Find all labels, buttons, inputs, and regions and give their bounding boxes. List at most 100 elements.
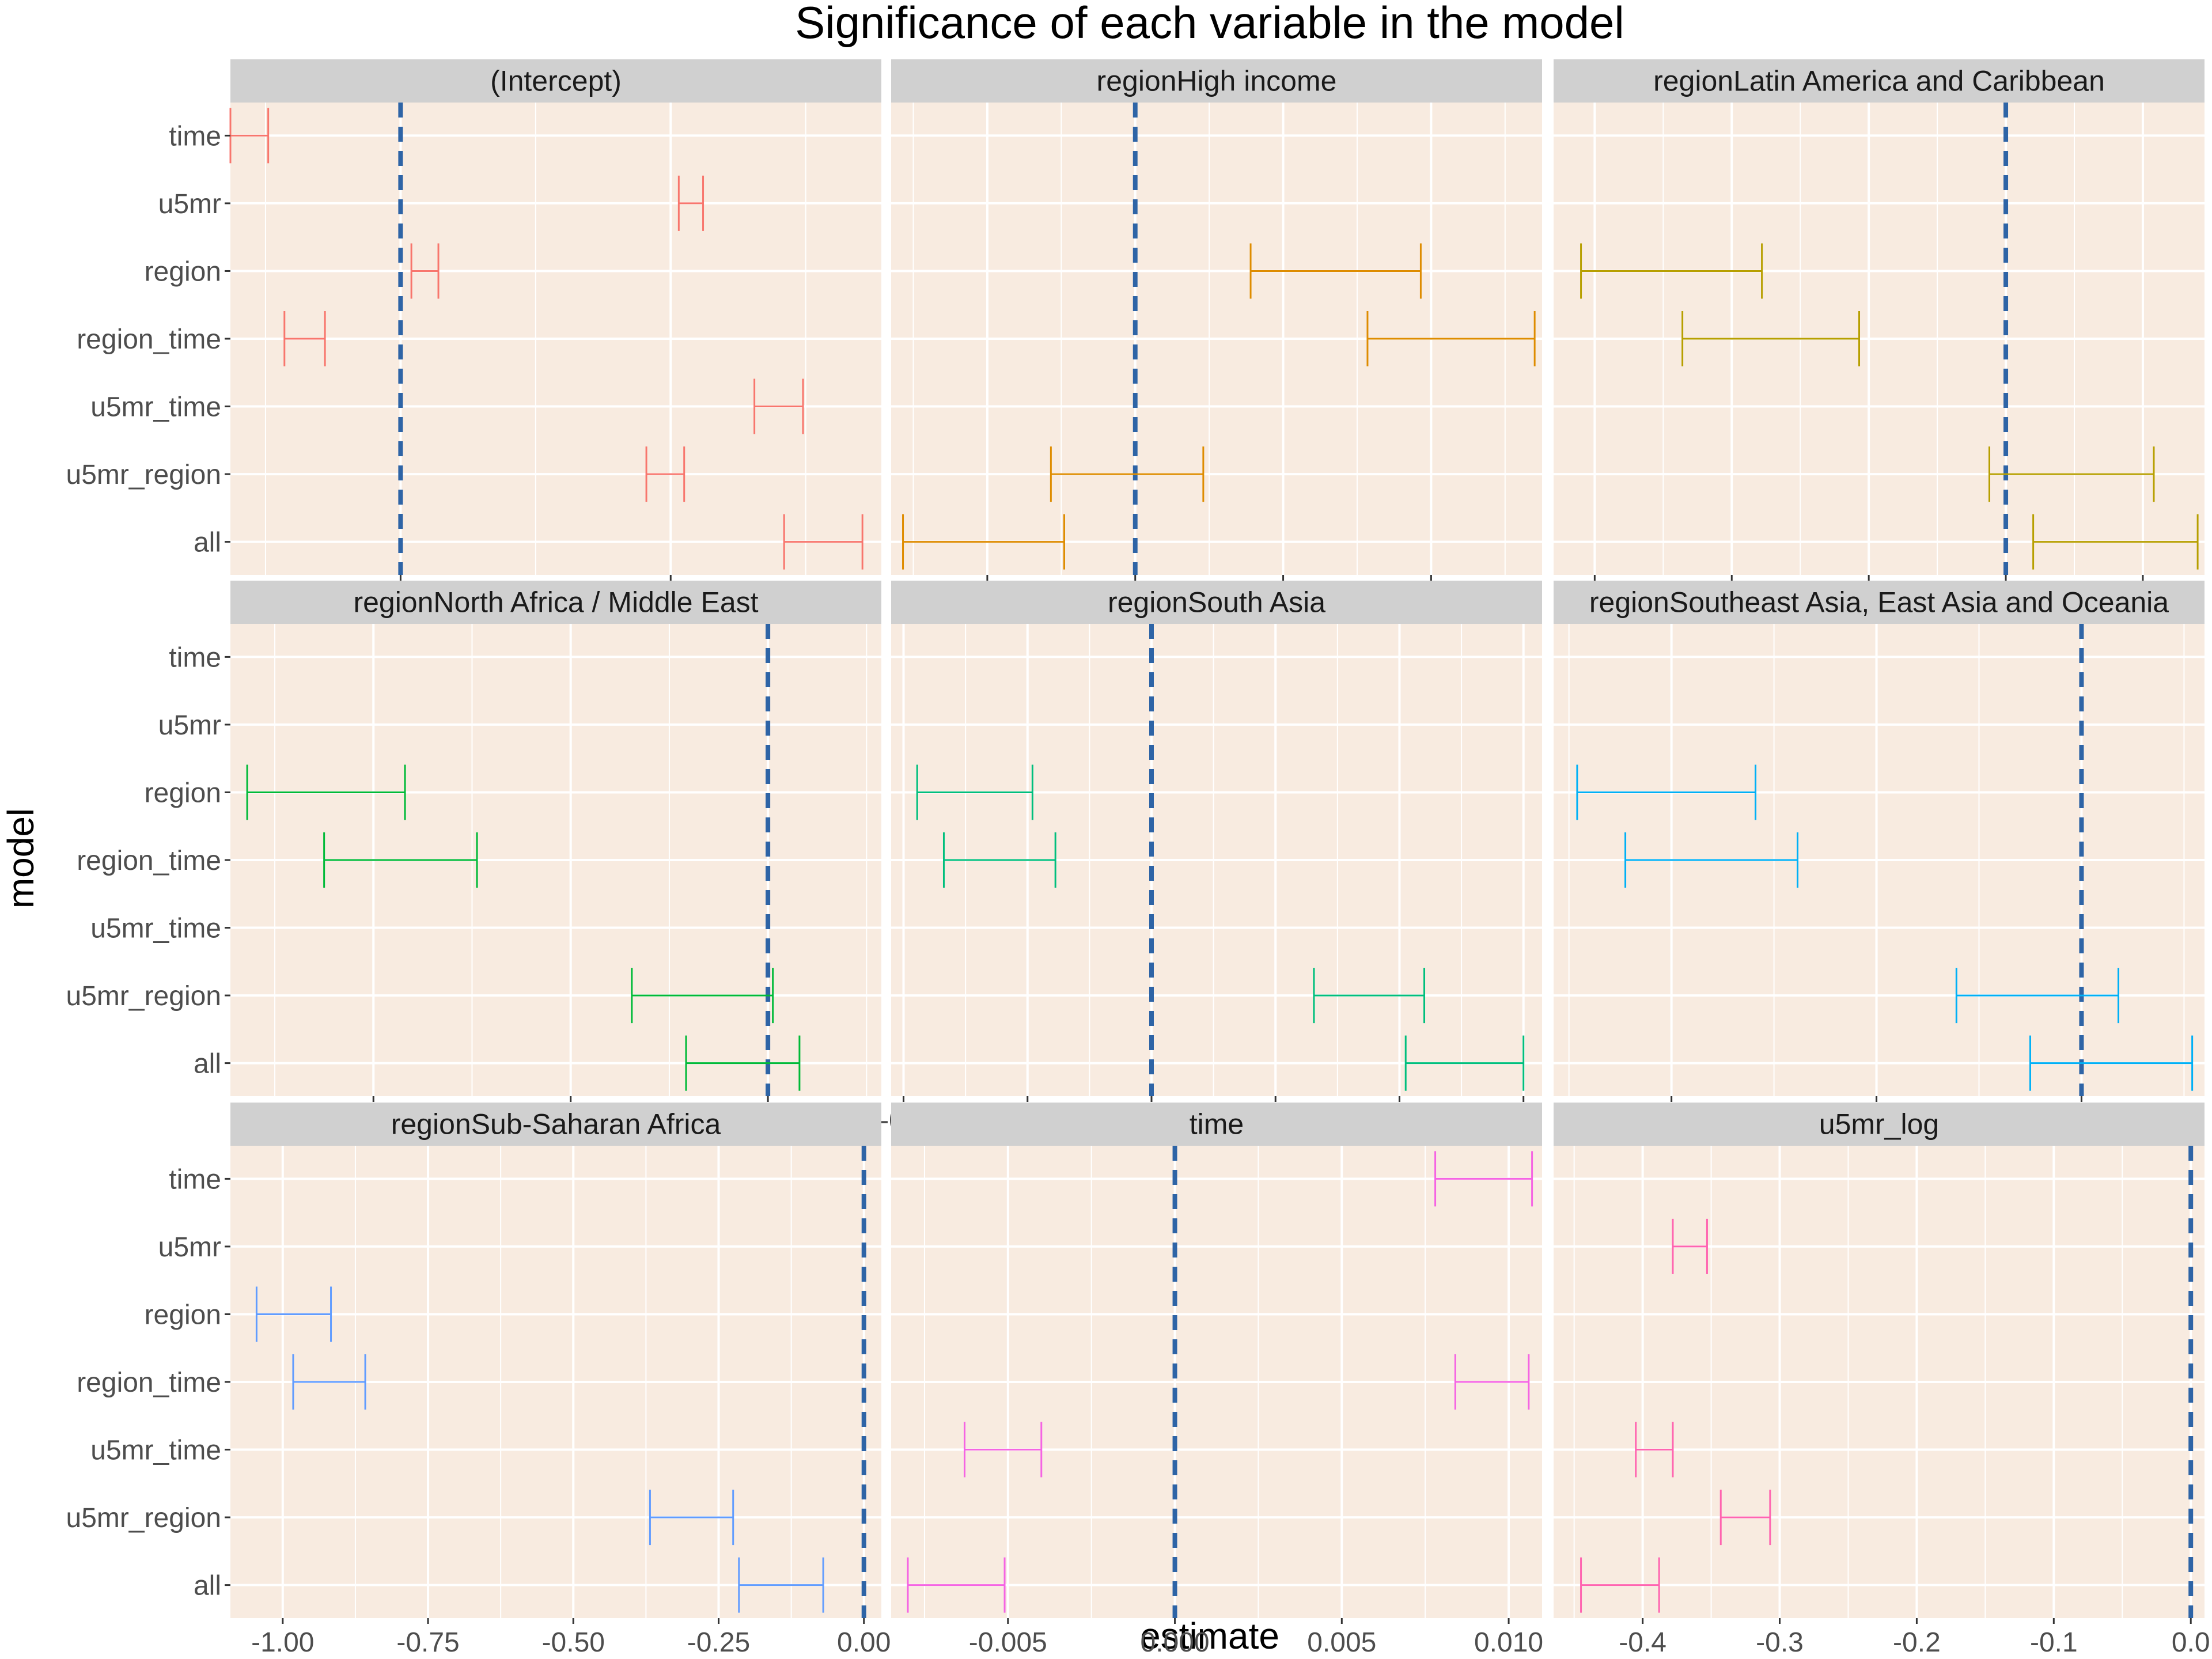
errorbar-u5mr_time bbox=[963, 1422, 1043, 1478]
x-tick-label: -0.3 bbox=[1756, 1627, 1804, 1658]
facet-2: regionHigh income-0.10.00.10.2 bbox=[891, 59, 1542, 615]
errorbar-region_time bbox=[1454, 1354, 1530, 1410]
facet-strip-label: u5mr_log bbox=[1819, 1108, 1939, 1141]
errorbar-region bbox=[1580, 243, 1763, 299]
facet-panels: (Intercept)01timeu5mrregionregion_timeu5… bbox=[66, 59, 2210, 1658]
y-tick-label: u5mr_region bbox=[66, 1503, 221, 1533]
errorbar-region_time bbox=[1366, 311, 1536, 366]
facet-1: (Intercept)01timeu5mrregionregion_timeu5… bbox=[66, 59, 881, 615]
facet-strip bbox=[1554, 581, 2205, 624]
errorbar-region_time bbox=[1681, 311, 1861, 366]
y-tick-label: all bbox=[194, 528, 221, 558]
y-tick-label: region bbox=[145, 778, 221, 808]
facet-strip-label: regionSoutheast Asia, East Asia and Ocea… bbox=[1589, 586, 2169, 619]
facet-strip bbox=[1554, 1103, 2205, 1146]
errorbar-u5mr_region bbox=[1719, 1490, 1771, 1546]
y-tick-label: time bbox=[169, 642, 221, 673]
y-tick-label: region_time bbox=[77, 324, 221, 355]
errorbar-all bbox=[2029, 1035, 2194, 1091]
x-tick-label: -1.00 bbox=[251, 1627, 314, 1658]
errorbar-u5mr_region bbox=[1988, 446, 2155, 502]
facet-strip-label: regionNorth Africa / Middle East bbox=[353, 586, 758, 619]
errorbar-u5mr_region bbox=[1955, 968, 2120, 1024]
x-tick-label: -0.2 bbox=[1893, 1627, 1941, 1658]
y-tick-label: region bbox=[145, 256, 221, 287]
errorbar-u5mr_time bbox=[1635, 1422, 1674, 1478]
facet-strip-label: regionLatin America and Caribbean bbox=[1653, 65, 2105, 97]
errorbar-all bbox=[1404, 1035, 1525, 1091]
facet-9: u5mr_log -0.4 -0.3 -0.2 -0.1 0.0 bbox=[1554, 1103, 2210, 1658]
errorbar-u5mr_region bbox=[1313, 968, 1426, 1024]
x-tick-label: 0.005 bbox=[1307, 1627, 1376, 1658]
errorbar-all bbox=[2032, 514, 2199, 570]
errorbar-region_time bbox=[1624, 832, 1799, 888]
x-tick-label: -0.005 bbox=[969, 1627, 1047, 1658]
x-tick-label: -0.75 bbox=[396, 1627, 459, 1658]
y-tick-label: time bbox=[169, 1164, 221, 1195]
errorbar-all bbox=[738, 1557, 824, 1613]
errorbar-u5mr_time bbox=[753, 378, 804, 434]
y-tick-label: all bbox=[194, 1571, 221, 1601]
errorbar-u5mr bbox=[677, 175, 704, 231]
errorbar-all bbox=[902, 514, 1065, 570]
y-tick-label: u5mr bbox=[158, 189, 221, 219]
facet-5: regionSouth Asia-0.4-0.20.00.20.40.6 bbox=[880, 581, 1543, 1136]
facet-6: regionSoutheast Asia, East Asia and Ocea… bbox=[1554, 581, 2205, 1136]
x-tick-label: 0.0 bbox=[2172, 1627, 2210, 1658]
errorbar-u5mr_region bbox=[645, 446, 685, 502]
errorbar-all bbox=[907, 1557, 1006, 1613]
x-tick-label: -0.50 bbox=[542, 1627, 605, 1658]
y-tick-label: u5mr_region bbox=[66, 981, 221, 1012]
y-tick-label: region_time bbox=[77, 1368, 221, 1398]
x-axis-title: estimate bbox=[1140, 1615, 1279, 1657]
facet-strip bbox=[230, 581, 881, 624]
y-tick-label: time bbox=[169, 121, 221, 151]
facet-strip-label: regionSub-Saharan Africa bbox=[391, 1108, 721, 1141]
x-tick-label: -0.1 bbox=[2030, 1627, 2078, 1658]
y-tick-label: u5mr bbox=[158, 1232, 221, 1263]
errorbar-region_time bbox=[283, 311, 326, 366]
errorbar-u5mr_region bbox=[631, 968, 774, 1024]
errorbar-region bbox=[255, 1286, 332, 1342]
facet-strip bbox=[891, 581, 1542, 624]
y-axis-title: model bbox=[0, 808, 41, 908]
errorbar-time bbox=[1434, 1151, 1533, 1207]
chart-title: Significance of each variable in the mod… bbox=[795, 0, 1624, 48]
facet-strip bbox=[891, 1103, 1542, 1146]
x-tick-label: 0.000 bbox=[1141, 1627, 1210, 1658]
facet-3: regionLatin America and Caribbean-0.3-0.… bbox=[1554, 59, 2205, 615]
errorbar-region bbox=[916, 764, 1033, 820]
errorbar-all bbox=[685, 1035, 801, 1091]
facet-7: regionSub-Saharan Africa -1.00 -0.75 -0.50 -… bbox=[66, 1103, 891, 1658]
y-tick-label: u5mr_time bbox=[90, 914, 221, 944]
errorbar-region bbox=[410, 243, 440, 299]
y-tick-label: u5mr bbox=[158, 710, 221, 741]
y-tick-label: region bbox=[145, 1300, 221, 1330]
facet-strip bbox=[230, 1103, 881, 1146]
facet-strip-label: regionSouth Asia bbox=[1108, 586, 1325, 619]
x-tick-label: -0.4 bbox=[1619, 1627, 1666, 1658]
y-tick-label: u5mr_region bbox=[66, 460, 221, 490]
errorbar-region_time bbox=[292, 1354, 366, 1410]
errorbar-all bbox=[783, 514, 863, 570]
facet-strip bbox=[230, 59, 881, 103]
facet-strip-label: time bbox=[1190, 1108, 1244, 1141]
facet-strip bbox=[1554, 59, 2205, 103]
y-tick-label: u5mr_time bbox=[90, 1435, 221, 1466]
errorbar-region_time bbox=[942, 832, 1056, 888]
errorbar-u5mr_region bbox=[649, 1490, 734, 1546]
errorbar-u5mr bbox=[1672, 1218, 1708, 1274]
facet-strip bbox=[891, 59, 1542, 103]
errorbar-all bbox=[1580, 1557, 1660, 1613]
errorbar-u5mr_region bbox=[1050, 446, 1205, 502]
facet-4: regionNorth Africa / Middle East-0.4-0.2… bbox=[66, 581, 881, 1136]
errorbar-region_time bbox=[323, 832, 478, 888]
errorbar-region bbox=[1576, 764, 1757, 820]
facet-strip-label: regionHigh income bbox=[1097, 65, 1337, 97]
facet-strip-label: (Intercept) bbox=[490, 65, 622, 97]
x-tick-label: 0.00 bbox=[837, 1627, 891, 1658]
y-tick-label: u5mr_time bbox=[90, 392, 221, 423]
errorbar-region bbox=[1249, 243, 1422, 299]
y-tick-label: all bbox=[194, 1049, 221, 1080]
